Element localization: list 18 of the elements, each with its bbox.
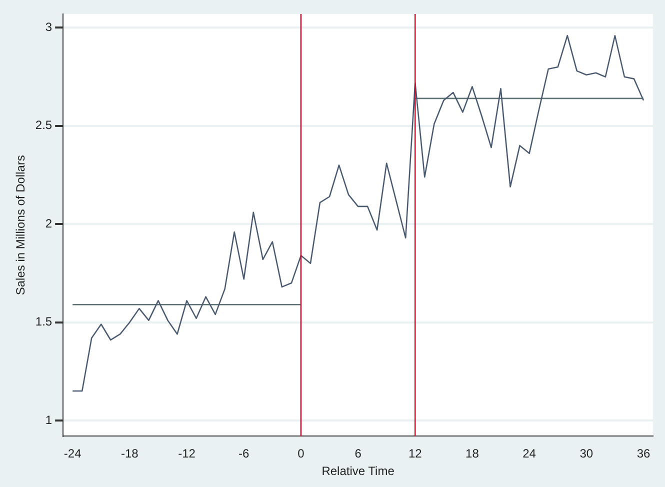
x-tick-label: 36	[636, 446, 650, 461]
x-tick-label: 24	[522, 446, 536, 461]
y-tick-label: 1	[45, 412, 52, 427]
x-tick-label: 18	[466, 446, 480, 461]
x-tick-label: -18	[121, 446, 139, 461]
x-tick-label: -6	[238, 446, 250, 461]
y-axis-title: Sales in Millions of Dollars	[14, 155, 28, 296]
x-tick-label: 0	[298, 446, 305, 461]
x-tick-label: -12	[178, 446, 196, 461]
y-tick-label: 2	[45, 216, 52, 230]
x-tick-label: 12	[408, 446, 422, 461]
y-tick-label: 3	[45, 20, 52, 34]
x-tick-label: 6	[354, 446, 362, 461]
x-tick-label: 30	[580, 446, 594, 461]
x-axis-title: Relative Time	[322, 464, 395, 478]
y-tick-label: 2.5	[35, 118, 52, 132]
x-tick-label: -24	[64, 446, 82, 461]
y-tick-label: 1.5	[35, 314, 52, 329]
